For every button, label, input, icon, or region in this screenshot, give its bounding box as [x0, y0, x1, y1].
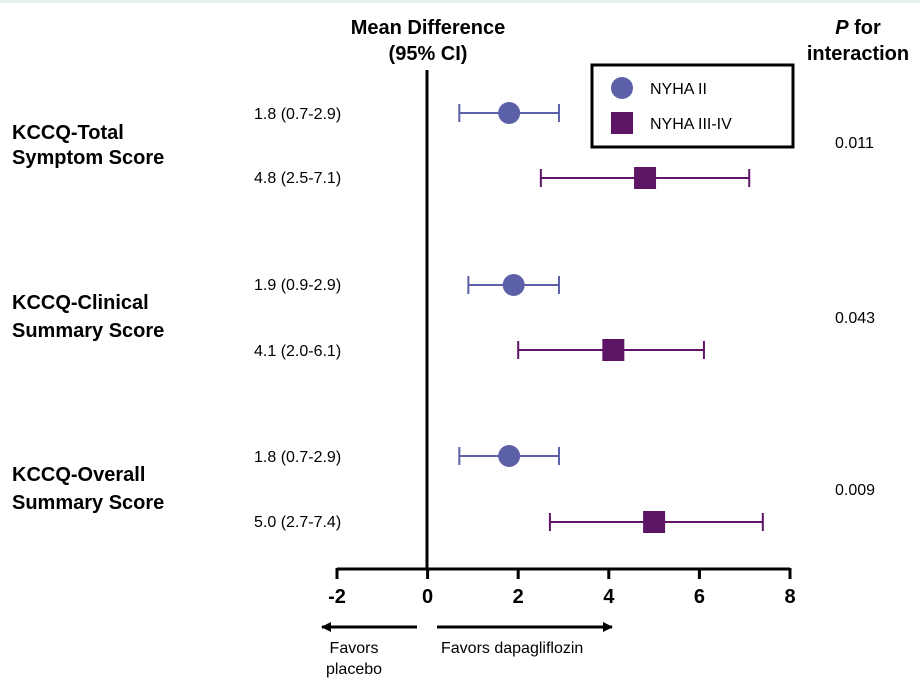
- ci-row: [467, 274, 560, 296]
- ci-header: (95% CI): [389, 43, 468, 65]
- favors-dapagliflozin-label: Favors dapagliflozin: [441, 640, 583, 657]
- x-axis-ticks: -2 0 2 4 6 8: [328, 568, 796, 608]
- x-tick-label: 0: [422, 586, 433, 608]
- legend-label-nyha-ii: NYHA II: [650, 81, 707, 98]
- legend-label-nyha-iii-iv: NYHA III-IV: [650, 116, 732, 133]
- ci-row: [548, 511, 764, 533]
- x-tick-label: 4: [603, 586, 615, 608]
- data-marks: [458, 102, 764, 533]
- legend: NYHA II NYHA III-IV: [590, 63, 795, 149]
- estimate-text: 1.9 (0.9-2.9): [254, 277, 341, 294]
- x-tick-label: 6: [694, 586, 705, 608]
- p-for: for: [849, 17, 881, 39]
- p-interaction-header: P for: [835, 17, 881, 39]
- outcome-label-2b: Summary Score: [12, 320, 164, 342]
- ci-row: [458, 102, 560, 124]
- ci-row: [517, 339, 705, 361]
- outcome-label-1a: KCCQ-Total: [12, 122, 124, 144]
- outcome-label-2a: KCCQ-Clinical: [12, 292, 149, 314]
- legend-circle-marker: [611, 77, 633, 99]
- estimate-text: 1.8 (0.7-2.9): [254, 106, 341, 123]
- p-value: 0.009: [835, 482, 875, 499]
- p-value: 0.043: [835, 310, 875, 327]
- ci-row: [539, 167, 751, 189]
- estimate-text: 4.8 (2.5-7.1): [254, 170, 341, 187]
- point-estimate-circle: [498, 445, 521, 467]
- estimate-text: 1.8 (0.7-2.9): [254, 449, 341, 466]
- p-italic: P: [835, 17, 849, 39]
- estimate-text: 5.0 (2.7-7.4): [254, 514, 341, 531]
- top-border: [0, 0, 920, 3]
- legend-square-marker: [611, 112, 633, 134]
- ci-row: [458, 445, 560, 467]
- p-value: 0.011: [835, 135, 874, 152]
- x-tick-label: 8: [784, 586, 795, 608]
- interaction-header: interaction: [807, 43, 909, 65]
- point-estimate-circle: [502, 274, 525, 296]
- outcome-label-3a: KCCQ-Overall: [12, 464, 145, 486]
- outcome-label-3b: Summary Score: [12, 492, 164, 514]
- x-tick-label: 2: [513, 586, 524, 608]
- point-estimate-circle: [498, 102, 521, 124]
- mean-difference-header: Mean Difference: [351, 17, 506, 39]
- point-estimate-square: [643, 511, 666, 533]
- favors-placebo-label-line1: Favors: [330, 640, 379, 657]
- outcome-label-1b: Symptom Score: [12, 147, 164, 169]
- x-tick-label: -2: [328, 586, 346, 608]
- point-estimate-square: [634, 167, 657, 189]
- point-estimate-square: [602, 339, 625, 361]
- estimate-text: 4.1 (2.0-6.1): [254, 343, 341, 360]
- favors-placebo-label-line2: placebo: [326, 661, 382, 678]
